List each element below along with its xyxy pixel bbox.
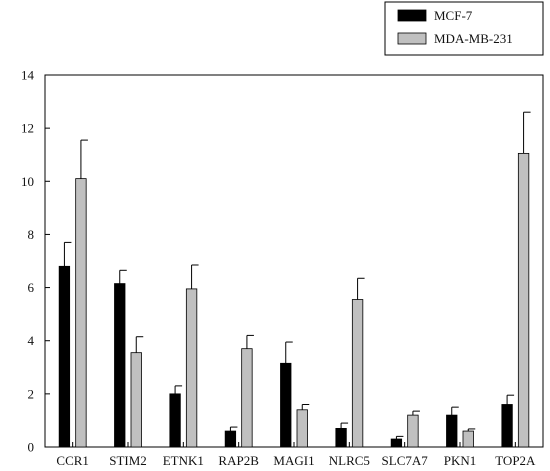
x-tick-label: ETNK1 bbox=[163, 453, 204, 468]
x-tick-label: MAGI1 bbox=[273, 453, 314, 468]
bar-mda-nlrc5 bbox=[351, 299, 364, 448]
bar-mcf7-ccr1 bbox=[58, 265, 71, 448]
x-axis: CCR1 STIM2 ETNK1 RAP2B MAGI1 NLRC5 SLC7A7 PKN1 T… bbox=[56, 442, 536, 468]
y-tick-label: 4 bbox=[28, 333, 35, 348]
bar-mcf7-nlrc5 bbox=[335, 427, 347, 448]
y-tick-label: 12 bbox=[21, 121, 34, 136]
legend: MCF-7 MDA-MB-231 bbox=[384, 1, 544, 56]
legend-label-mda: MDA-MB-231 bbox=[434, 31, 513, 46]
legend-swatch-mda bbox=[397, 32, 427, 45]
legend-swatch-mcf7 bbox=[397, 9, 427, 22]
x-tick-label: CCR1 bbox=[56, 453, 89, 468]
bar-mda-pkn1 bbox=[462, 430, 474, 448]
y-tick-label: 8 bbox=[28, 227, 35, 242]
bar-mda-magi1 bbox=[296, 409, 308, 448]
legend-label-mcf7: MCF-7 bbox=[434, 8, 473, 23]
bar-mcf7-pkn1 bbox=[446, 414, 458, 448]
x-tick-label: PKN1 bbox=[444, 453, 477, 468]
bar-mda-ccr1 bbox=[75, 178, 87, 448]
bars bbox=[58, 111, 531, 448]
y-tick-label: 2 bbox=[28, 386, 35, 401]
y-axis: 0 2 4 6 8 10 12 14 bbox=[21, 68, 50, 455]
bar-mda-top2a bbox=[517, 152, 530, 448]
x-tick-label: NLRC5 bbox=[329, 453, 370, 468]
bar-mda-slc7a7 bbox=[407, 414, 419, 448]
x-tick-label: TOP2A bbox=[495, 453, 536, 468]
bar-mcf7-slc7a7 bbox=[390, 438, 403, 448]
x-tick-label: RAP2B bbox=[218, 453, 259, 468]
bar-mcf7-etnk1 bbox=[169, 393, 181, 448]
y-tick-label: 10 bbox=[21, 174, 34, 189]
y-tick-label: 14 bbox=[21, 68, 35, 83]
bar-mda-rap2b bbox=[241, 348, 253, 448]
bar-mda-stim2 bbox=[130, 352, 142, 448]
y-tick-label: 0 bbox=[28, 440, 35, 455]
x-tick-label: STIM2 bbox=[109, 453, 147, 468]
y-tick-label: 6 bbox=[28, 280, 35, 295]
bar-mcf7-stim2 bbox=[114, 283, 126, 448]
bar-mcf7-rap2b bbox=[224, 430, 237, 448]
bar-mda-etnk1 bbox=[185, 288, 198, 448]
bar-mcf7-magi1 bbox=[280, 362, 292, 448]
bar-mcf7-top2a bbox=[501, 404, 513, 448]
x-tick-label: SLC7A7 bbox=[382, 453, 429, 468]
